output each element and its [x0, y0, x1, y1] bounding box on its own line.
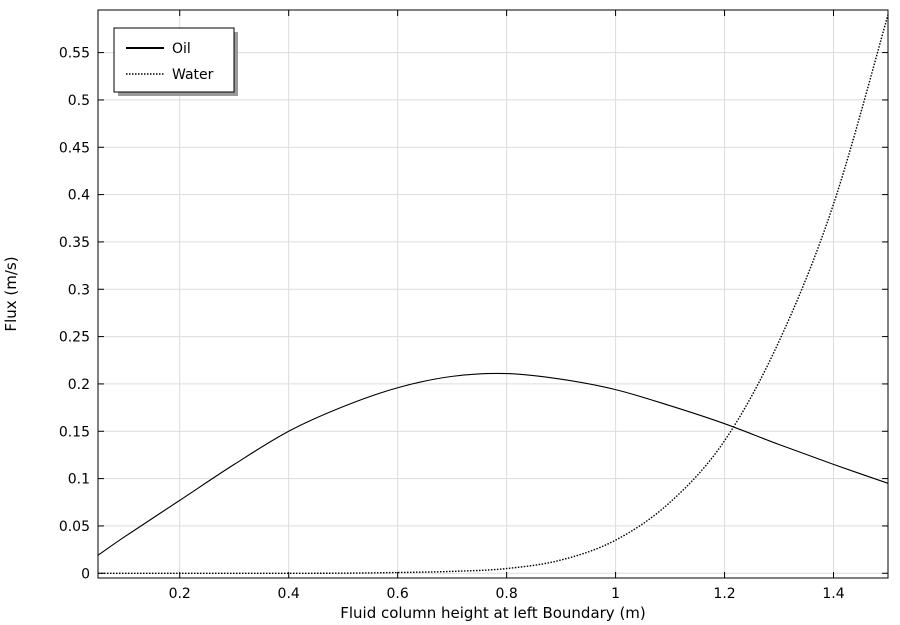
legend: Oil Water [113, 27, 238, 96]
y-tick-label: 0.2 [68, 377, 90, 393]
y-tick-label: 0.35 [59, 235, 90, 251]
x-tick-label: 0.6 [387, 586, 409, 602]
y-tick-label: 0.15 [59, 424, 90, 440]
x-tick-label: 1.2 [713, 586, 735, 602]
legend-label-oil: Oil [172, 41, 191, 57]
series-line-water [98, 14, 889, 574]
y-tick-label: 0.55 [59, 46, 90, 62]
x-tick-label: 0.4 [278, 586, 300, 602]
plot-background [98, 10, 888, 578]
grid-lines [98, 10, 888, 578]
y-axis-ticks: 0 0.05 0.1 0.15 0.2 0.25 0.3 0.35 0.4 0.45 0.5 0.55 [59, 46, 888, 582]
series-line-oil [97, 372, 889, 556]
x-axis-ticks: 0.2 0.4 0.6 0.8 1 1.2 1.4 [169, 10, 845, 602]
x-tick-label: 1.4 [822, 586, 844, 602]
y-tick-label: 0 [81, 566, 90, 582]
legend-label-water: Water [172, 67, 214, 83]
x-tick-label: 1 [611, 586, 620, 602]
y-tick-label: 0.4 [68, 188, 90, 204]
y-axis-title: Flux (m/s) [2, 256, 20, 331]
y-tick-label: 0.25 [59, 330, 90, 346]
x-axis-title: Fluid column height at left Boundary (m) [340, 604, 646, 622]
y-tick-label: 0.1 [68, 472, 90, 488]
y-tick-label: 0.45 [59, 140, 90, 156]
legend-box [113, 27, 235, 93]
y-tick-label: 0.05 [59, 519, 90, 535]
plot-frame [97, 9, 889, 579]
y-tick-label: 0.5 [68, 93, 90, 109]
x-tick-label: 0.2 [169, 586, 191, 602]
x-tick-label: 0.8 [495, 586, 517, 602]
y-tick-label: 0.3 [68, 282, 90, 298]
series-group [97, 14, 889, 574]
